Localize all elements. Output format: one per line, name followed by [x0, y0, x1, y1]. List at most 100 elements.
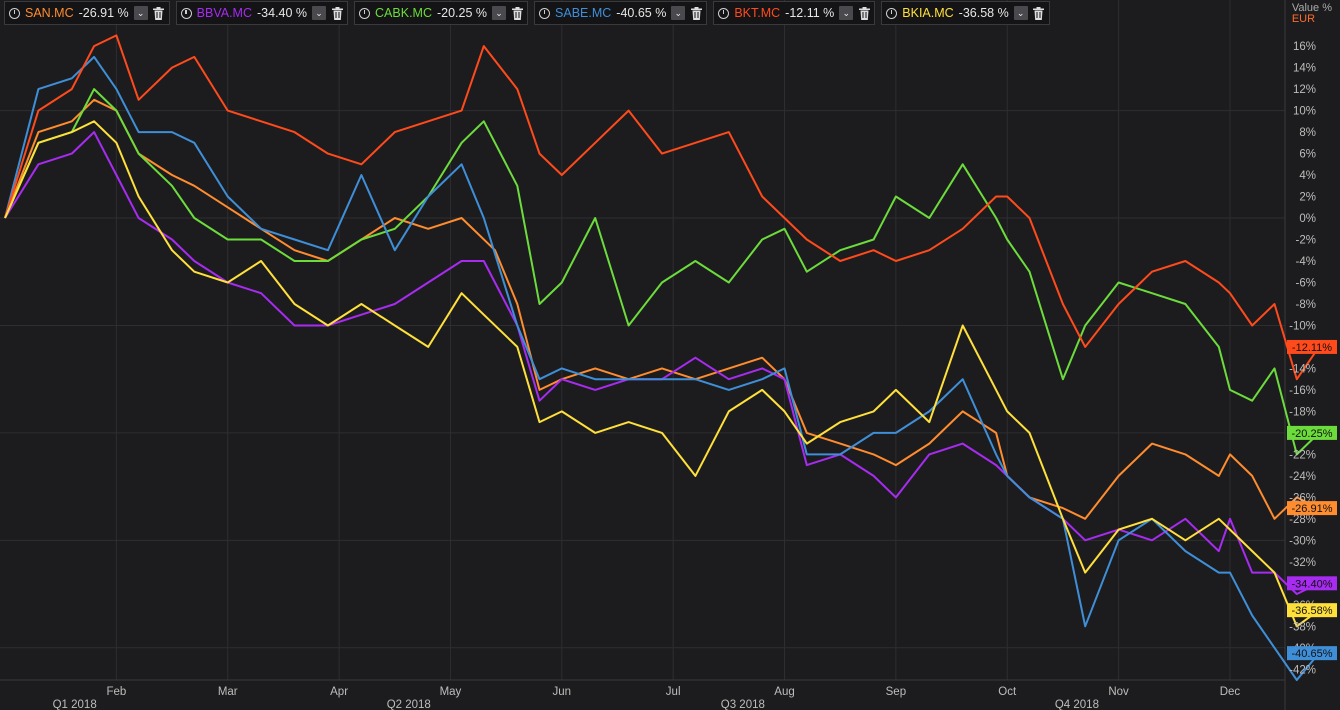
month-tick-label: Oct	[998, 686, 1017, 698]
legend-symbol: CABK.MC	[375, 6, 432, 20]
end-label-text: -34.40%	[1292, 578, 1333, 590]
y-tick-label: -18%	[1289, 406, 1316, 418]
month-tick-label: Jun	[553, 686, 572, 698]
end-value-label: -12.11%	[1287, 339, 1337, 354]
month-tick-label: Nov	[1108, 686, 1129, 698]
y-tick-label: 16%	[1293, 41, 1316, 53]
clock-icon	[9, 7, 20, 19]
legend-change: -36.58 %	[958, 6, 1009, 20]
y-tick-label: 12%	[1293, 84, 1316, 96]
chevron-down-icon[interactable]: ⌄	[492, 6, 507, 20]
end-label-text: -26.91%	[1292, 503, 1333, 515]
legend-change: -40.65 %	[616, 6, 667, 20]
y-tick-label: -16%	[1289, 385, 1316, 397]
legend-item[interactable]: CABK.MC -20.25 % ⌄	[354, 1, 529, 25]
end-label-box	[1287, 339, 1337, 354]
month-tick-label: Sep	[886, 686, 906, 698]
y-tick-label: -38%	[1289, 621, 1316, 633]
trash-icon[interactable]	[153, 6, 165, 20]
month-tick-label: Apr	[330, 686, 348, 698]
series-layer	[4, 34, 1320, 681]
legend-symbol: SAN.MC	[25, 6, 74, 20]
chevron-down-icon[interactable]: ⌄	[671, 6, 686, 20]
month-tick-label: Feb	[106, 686, 126, 698]
end-label-text: -20.25%	[1292, 428, 1333, 440]
y-tick-label: 6%	[1299, 149, 1316, 161]
quarter-tick-label: Q4 2018	[1055, 699, 1099, 710]
legend-change: -12.11 %	[785, 6, 835, 20]
legend-symbol: SABE.MC	[555, 6, 612, 20]
chevron-down-icon[interactable]: ⌄	[839, 6, 854, 20]
trash-icon[interactable]	[1033, 6, 1045, 20]
legend-symbol: BKT.MC	[734, 6, 781, 20]
legend-change: -34.40 %	[257, 6, 308, 20]
trash-icon[interactable]	[511, 6, 523, 20]
month-tick-label: Aug	[774, 686, 794, 698]
y-tick-label: 14%	[1293, 63, 1316, 75]
end-label-box	[1287, 576, 1337, 591]
end-label-text: -40.65%	[1292, 648, 1333, 660]
month-tick-label: Mar	[218, 686, 238, 698]
end-label-box	[1287, 501, 1337, 516]
quarter-tick-label: Q1 2018	[53, 699, 97, 710]
y-tick-label: 8%	[1299, 127, 1316, 139]
legend-item[interactable]: BKT.MC -12.11 % ⌄	[713, 1, 876, 25]
end-value-label: -20.25%	[1287, 425, 1337, 440]
y-axis: 16% 14% 12% 10% 8% 6% 4% 2% 0% -2% -4% -6% -8% -10% -1…	[1289, 41, 1316, 676]
y-tick-label: -28%	[1289, 514, 1316, 526]
clock-icon	[886, 7, 898, 19]
trash-icon[interactable]	[331, 6, 343, 20]
legend-bar: SAN.MC -26.91 % ⌄ BBVA.MC -34.40 % ⌄ CABK.MC -2…	[0, 0, 1050, 25]
y-tick-label: -4%	[1296, 256, 1316, 268]
legend-item[interactable]: SABE.MC -40.65 % ⌄	[534, 1, 708, 25]
legend-change: -26.91 %	[78, 6, 129, 20]
month-tick-label: Jul	[666, 686, 681, 698]
series-line-sabe-mc	[4, 55, 1320, 681]
series-line-cabk-mc	[4, 88, 1320, 456]
end-labels: -26.91% -34.40% -20.25% -40.65% -12.11% -36.5…	[1287, 339, 1337, 661]
end-label-text: -12.11%	[1292, 342, 1332, 354]
quarter-tick-label: Q3 2018	[721, 699, 765, 710]
y-tick-label: -22%	[1289, 449, 1316, 461]
y-tick-label: -24%	[1289, 471, 1316, 483]
end-value-label: -36.58%	[1287, 603, 1337, 618]
clock-icon	[539, 7, 551, 19]
legend-change: -20.25 %	[436, 6, 488, 20]
y-tick-label: 2%	[1299, 192, 1316, 204]
end-label-box	[1287, 425, 1337, 440]
end-value-label: -40.65%	[1287, 646, 1337, 661]
chart-grid	[0, 0, 1286, 710]
legend-item[interactable]: SAN.MC -26.91 % ⌄	[4, 1, 170, 25]
trash-icon[interactable]	[858, 6, 870, 20]
chevron-down-icon[interactable]: ⌄	[312, 6, 327, 20]
chevron-down-icon[interactable]: ⌄	[1013, 6, 1028, 20]
legend-item[interactable]: BKIA.MC -36.58 % ⌄	[881, 1, 1050, 25]
value-axis-label: Value %	[1291, 2, 1332, 14]
y-tick-label: -6%	[1296, 277, 1316, 289]
legend-symbol: BBVA.MC	[196, 6, 252, 20]
end-label-box	[1287, 646, 1337, 661]
end-label-text: -36.58%	[1292, 605, 1333, 617]
y-tick-label: 4%	[1299, 170, 1316, 182]
quarter-tick-label: Q2 2018	[387, 699, 431, 710]
legend-item[interactable]: BBVA.MC -34.40 % ⌄	[175, 1, 349, 25]
chevron-down-icon[interactable]: ⌄	[133, 6, 148, 20]
end-value-label: -26.91%	[1287, 501, 1337, 516]
end-label-box	[1287, 603, 1337, 618]
y-tick-label: -10%	[1289, 320, 1316, 332]
legend-symbol: BKIA.MC	[902, 6, 954, 20]
y-tick-label: -8%	[1296, 299, 1316, 311]
clock-icon	[180, 7, 192, 19]
trash-icon[interactable]	[690, 6, 702, 20]
y-tick-label: -32%	[1289, 557, 1316, 569]
y-tick-label: -42%	[1289, 664, 1316, 676]
series-line-bkt-mc	[4, 34, 1320, 381]
currency-label: EUR	[1291, 13, 1316, 25]
x-axis: Feb Mar Apr May Jun Jul Aug Sep Oct Nov Dec Q1 2018…	[53, 686, 1241, 710]
month-tick-label: May	[440, 686, 462, 698]
y-tick-label: 10%	[1293, 106, 1316, 118]
series-line-bkia-mc	[4, 120, 1320, 628]
y-tick-label: -2%	[1296, 235, 1316, 247]
axis-header: Value % EUR	[1292, 3, 1332, 25]
